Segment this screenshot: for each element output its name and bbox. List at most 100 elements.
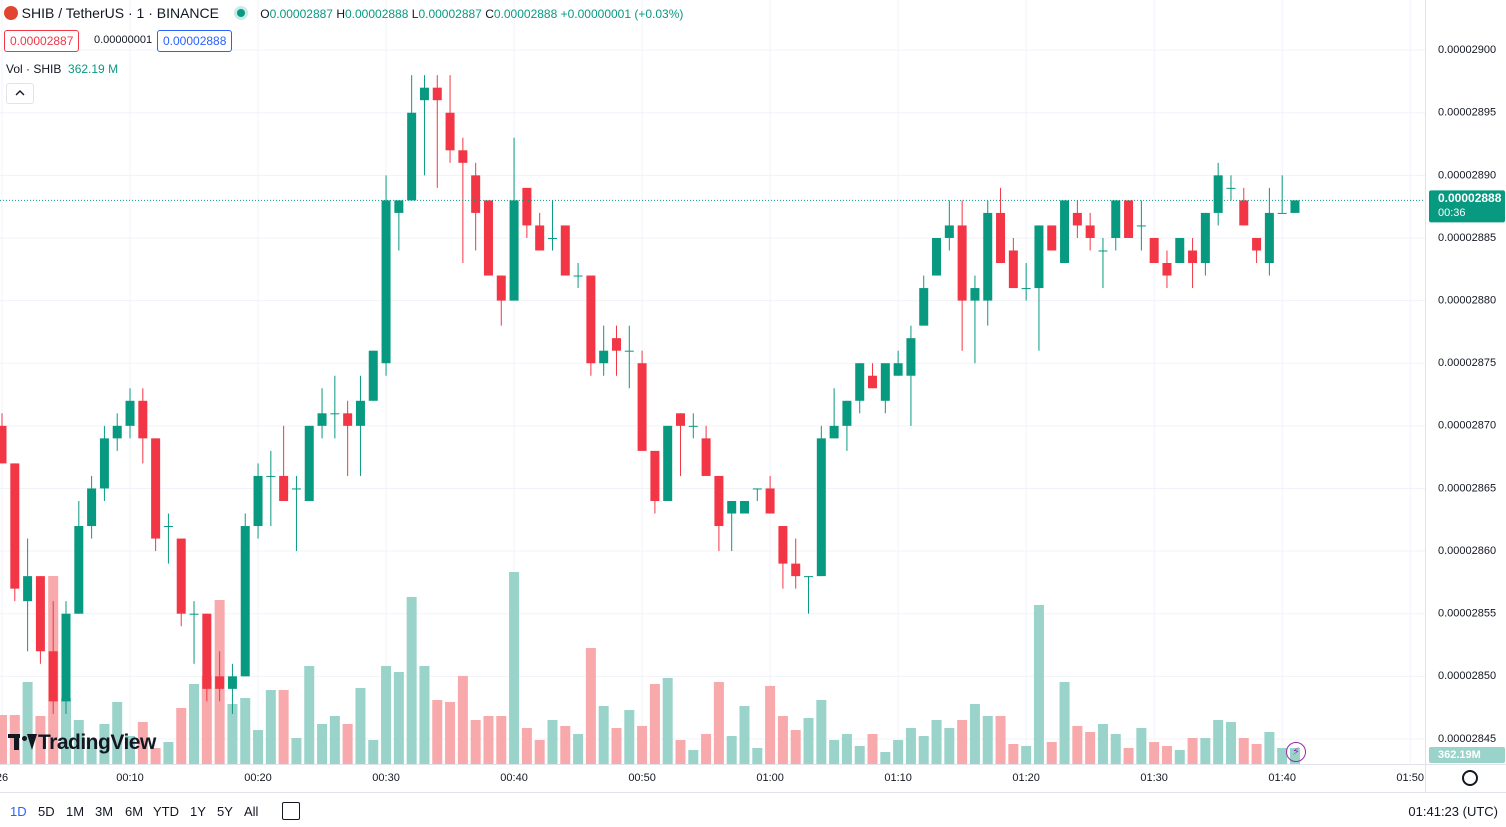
volume-bar (1149, 742, 1160, 764)
volume-bar (1059, 682, 1070, 764)
candle-body (842, 400, 852, 426)
market-status (236, 9, 245, 17)
volume-bar (61, 697, 72, 764)
candle-body (688, 425, 698, 427)
date-range-icon[interactable] (282, 802, 300, 820)
candle-body (1149, 237, 1159, 264)
range-button[interactable]: 3M (95, 804, 114, 819)
volume-bar (803, 717, 814, 764)
candle-body (202, 613, 212, 689)
price-axis-bg (1425, 0, 1506, 764)
volume-bar (35, 715, 46, 764)
volume-bar (713, 682, 724, 764)
range-button[interactable]: 5D (38, 804, 55, 819)
range-button[interactable]: YTD (153, 804, 179, 819)
candle-body (215, 676, 225, 689)
candle-body (1085, 225, 1095, 238)
ohlc-label: O (260, 7, 270, 21)
volume-bar (944, 727, 955, 764)
candle-body (1226, 187, 1236, 189)
candle-body (381, 200, 391, 364)
sell-button[interactable]: 0.00002887 (4, 30, 80, 52)
buy-button[interactable]: 0.00002888 (157, 30, 233, 52)
volume-bar (1200, 737, 1211, 764)
candle-body (970, 288, 980, 301)
candle-body (1252, 237, 1262, 251)
volume-bar (125, 735, 136, 764)
candle-body (727, 500, 737, 514)
volume-bar (1213, 720, 1224, 764)
ohlc-label: C (485, 7, 494, 21)
volume-bar (701, 733, 712, 764)
range-button[interactable]: 1D (10, 804, 27, 819)
last-price-label: 0.00002888 (1438, 191, 1502, 205)
candle-body (61, 613, 71, 702)
range-button[interactable]: 1Y (190, 804, 206, 819)
range-button[interactable]: 1M (66, 804, 85, 819)
volume-bar (509, 572, 520, 764)
volume-bar (278, 690, 289, 764)
candle-body (176, 538, 186, 614)
candle-body (650, 450, 660, 501)
volume-bar (368, 740, 379, 764)
volume-bar (1238, 737, 1249, 764)
volume-bar (649, 683, 660, 764)
volume-bar (624, 710, 635, 764)
volume-bar (253, 730, 264, 764)
y-tick-label: 0.00002900 (1438, 44, 1496, 56)
candle-body (0, 425, 7, 464)
candle-body (509, 200, 519, 301)
range-button[interactable]: All (244, 804, 259, 819)
ohlc-value: 0.00002887 (418, 7, 482, 21)
volume-bar (982, 715, 993, 764)
volume-bar (957, 720, 968, 764)
candle-body (637, 363, 647, 451)
volume-bar (1072, 725, 1083, 764)
candle-body (240, 526, 250, 677)
candle-body (253, 475, 263, 527)
candle-body (1188, 250, 1198, 264)
collapse-button[interactable] (6, 83, 34, 104)
ohlc-value: 0.00002888 (493, 7, 558, 21)
volume-bar (560, 725, 571, 764)
candle-body (816, 438, 826, 577)
candle-body (1239, 200, 1249, 226)
x-tick-label: 01:30 (1140, 772, 1168, 784)
volume-bar (867, 733, 878, 764)
candle-body (1124, 200, 1134, 238)
alert-icon[interactable]: ⚡ (1286, 742, 1306, 762)
candle-body (1047, 225, 1057, 251)
volume-bar (483, 715, 494, 764)
symbol-title[interactable]: SHIB / TetherUS · 1 · BINANCE (21, 5, 219, 21)
candle-body (394, 200, 404, 213)
candle-body (855, 363, 865, 401)
volume-badge (1429, 747, 1505, 763)
volume-bar (1085, 732, 1096, 764)
volume-bar (1033, 605, 1044, 764)
x-tick-label: 01:20 (1012, 772, 1040, 784)
range-button[interactable]: 6M (125, 804, 144, 819)
candle-body (1290, 200, 1300, 213)
candle-body (675, 413, 685, 426)
volume-bar (393, 672, 404, 764)
volume-bar (0, 715, 7, 764)
ohlc-label: H (336, 7, 345, 21)
volume-bar (777, 715, 788, 764)
candle-body (740, 500, 750, 514)
candle-body (496, 275, 506, 301)
volume-bar (406, 597, 417, 764)
candle-body (714, 475, 724, 527)
collapse-icon (15, 90, 25, 96)
candle-body (932, 237, 942, 276)
x-tick-label: 00:20 (244, 772, 272, 784)
candle-body (906, 338, 916, 376)
candle-body (829, 425, 839, 439)
volume-bar (381, 665, 392, 764)
candle-body (151, 438, 161, 539)
y-tick-label: 0.00002880 (1438, 294, 1496, 306)
volume-bar (790, 730, 801, 764)
volume-bar (73, 720, 84, 764)
volume-bar (432, 700, 443, 764)
settings-icon[interactable] (1462, 770, 1478, 786)
range-button[interactable]: 5Y (217, 804, 233, 819)
